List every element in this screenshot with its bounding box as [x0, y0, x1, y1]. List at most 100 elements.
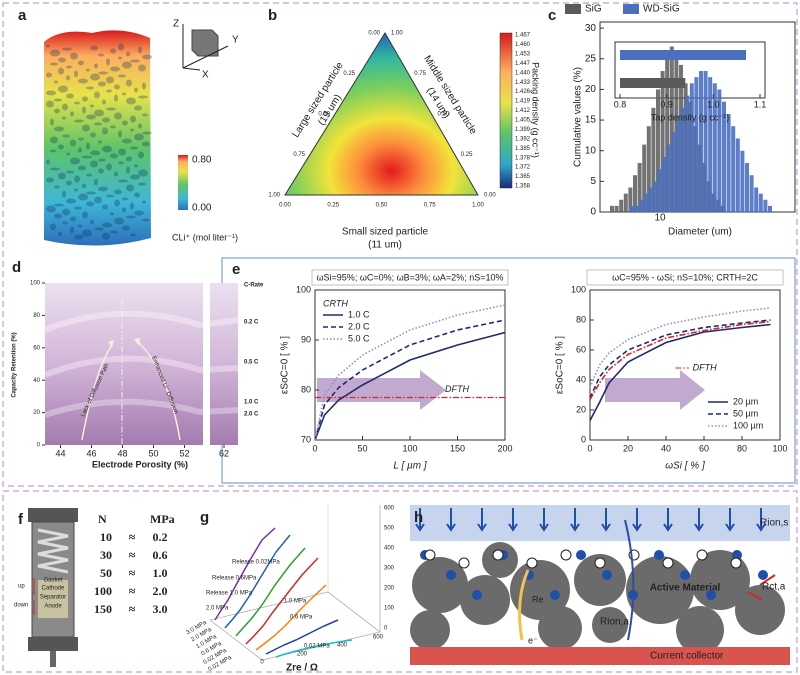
bar — [620, 78, 686, 88]
tick-label: 1.00 — [391, 31, 403, 37]
x-tick-label: 400 — [337, 643, 348, 649]
pore — [70, 226, 74, 234]
y-tick-label: 80 — [301, 384, 311, 394]
c-rate-label: 1.0 C — [244, 400, 259, 406]
y-tick-label: 100 — [30, 281, 41, 287]
curve — [235, 547, 306, 637]
pore — [114, 84, 120, 90]
pore — [110, 125, 116, 129]
table-cell: 30 — [100, 548, 112, 562]
legend-label: 2.0 C — [348, 321, 370, 331]
void — [458, 557, 470, 569]
pore — [98, 186, 108, 192]
pore — [74, 70, 78, 78]
pore — [122, 120, 128, 126]
pore — [70, 111, 74, 117]
pore — [94, 109, 104, 117]
pore — [138, 64, 146, 72]
pore — [142, 141, 150, 147]
pore — [50, 149, 56, 153]
panel-label: b — [268, 7, 277, 24]
curve — [265, 619, 339, 655]
curve — [214, 527, 276, 621]
pore — [126, 97, 136, 105]
x-tick-label: 0 — [260, 660, 264, 666]
pore — [90, 219, 94, 225]
header-box — [586, 269, 784, 286]
particle — [410, 610, 450, 650]
z-tick-label: 100 — [384, 606, 395, 612]
y-tick-label: 20 — [585, 84, 597, 95]
resistance-label: Rct,a — [762, 582, 786, 593]
pore — [130, 233, 136, 237]
pore — [62, 103, 68, 111]
colorbar-tick: 1.412 — [515, 108, 531, 114]
y-tick-label: 20 — [576, 404, 586, 414]
legend-label: 50 µm — [733, 408, 758, 418]
pore — [58, 57, 66, 63]
particle — [626, 556, 694, 624]
colorbar-tick: 1.426 — [515, 89, 531, 95]
tick-label: 0.75 — [414, 71, 426, 77]
ion — [446, 570, 456, 580]
x-tick-label: 150 — [450, 443, 465, 453]
header-box — [311, 269, 509, 286]
pore — [118, 161, 124, 165]
y-tick-label: 10 — [585, 145, 597, 156]
threshold-label: DFTH — [445, 384, 469, 394]
bar — [651, 107, 656, 212]
bar — [685, 95, 690, 212]
tick-label: 0.50 — [438, 112, 450, 118]
ion-arrow — [694, 508, 704, 532]
axis-x — [182, 67, 201, 71]
series-line — [589, 319, 771, 399]
resistance-label: Re — [532, 594, 544, 604]
pore — [118, 130, 122, 138]
pore — [106, 194, 114, 198]
colorbar-tick: 1.392 — [515, 136, 531, 142]
table-cell: ≈ — [129, 584, 136, 598]
pore — [74, 175, 80, 183]
tick-label: 0.75 — [424, 203, 436, 209]
pore — [118, 56, 122, 60]
ion-arrow — [632, 508, 642, 532]
colorbar-tick: 1.365 — [515, 174, 531, 180]
arrow — [317, 370, 446, 410]
pore — [50, 118, 54, 126]
pore — [54, 108, 60, 114]
y-tick-label: 90 — [301, 334, 311, 344]
axis-title: Tap density (g cc⁻¹) — [651, 112, 729, 122]
top-border — [2, 2, 798, 487]
bar — [642, 144, 647, 212]
bar — [614, 205, 619, 212]
bar — [763, 199, 768, 212]
void — [594, 557, 606, 569]
bar — [630, 205, 634, 212]
pore — [82, 106, 86, 114]
bar — [717, 89, 722, 212]
legend-label: 100 µm — [733, 420, 763, 430]
electrolyte-band — [410, 505, 790, 541]
axis-title: εSoC=0 [ % ] — [280, 336, 291, 394]
colorbar-tick: 1.440 — [515, 70, 531, 76]
tick-label: 0.25 — [327, 203, 339, 209]
bar — [648, 187, 653, 212]
ion-arrow — [508, 508, 518, 532]
bar — [620, 50, 746, 60]
pore — [98, 140, 102, 144]
pore — [54, 80, 58, 84]
bar — [708, 77, 713, 213]
resistance-label: Rion,s — [760, 518, 788, 529]
bar — [680, 107, 685, 212]
pore — [66, 93, 74, 99]
pore — [94, 178, 98, 186]
arrowhead — [108, 340, 114, 348]
y-tick-label: 100 — [296, 284, 311, 294]
tick-label: 0.75 — [293, 152, 305, 158]
table-cell: ≈ — [129, 548, 136, 562]
bar — [637, 162, 642, 212]
particle — [538, 606, 582, 650]
arrow — [605, 370, 705, 410]
pore — [98, 81, 106, 87]
bar — [740, 150, 745, 212]
